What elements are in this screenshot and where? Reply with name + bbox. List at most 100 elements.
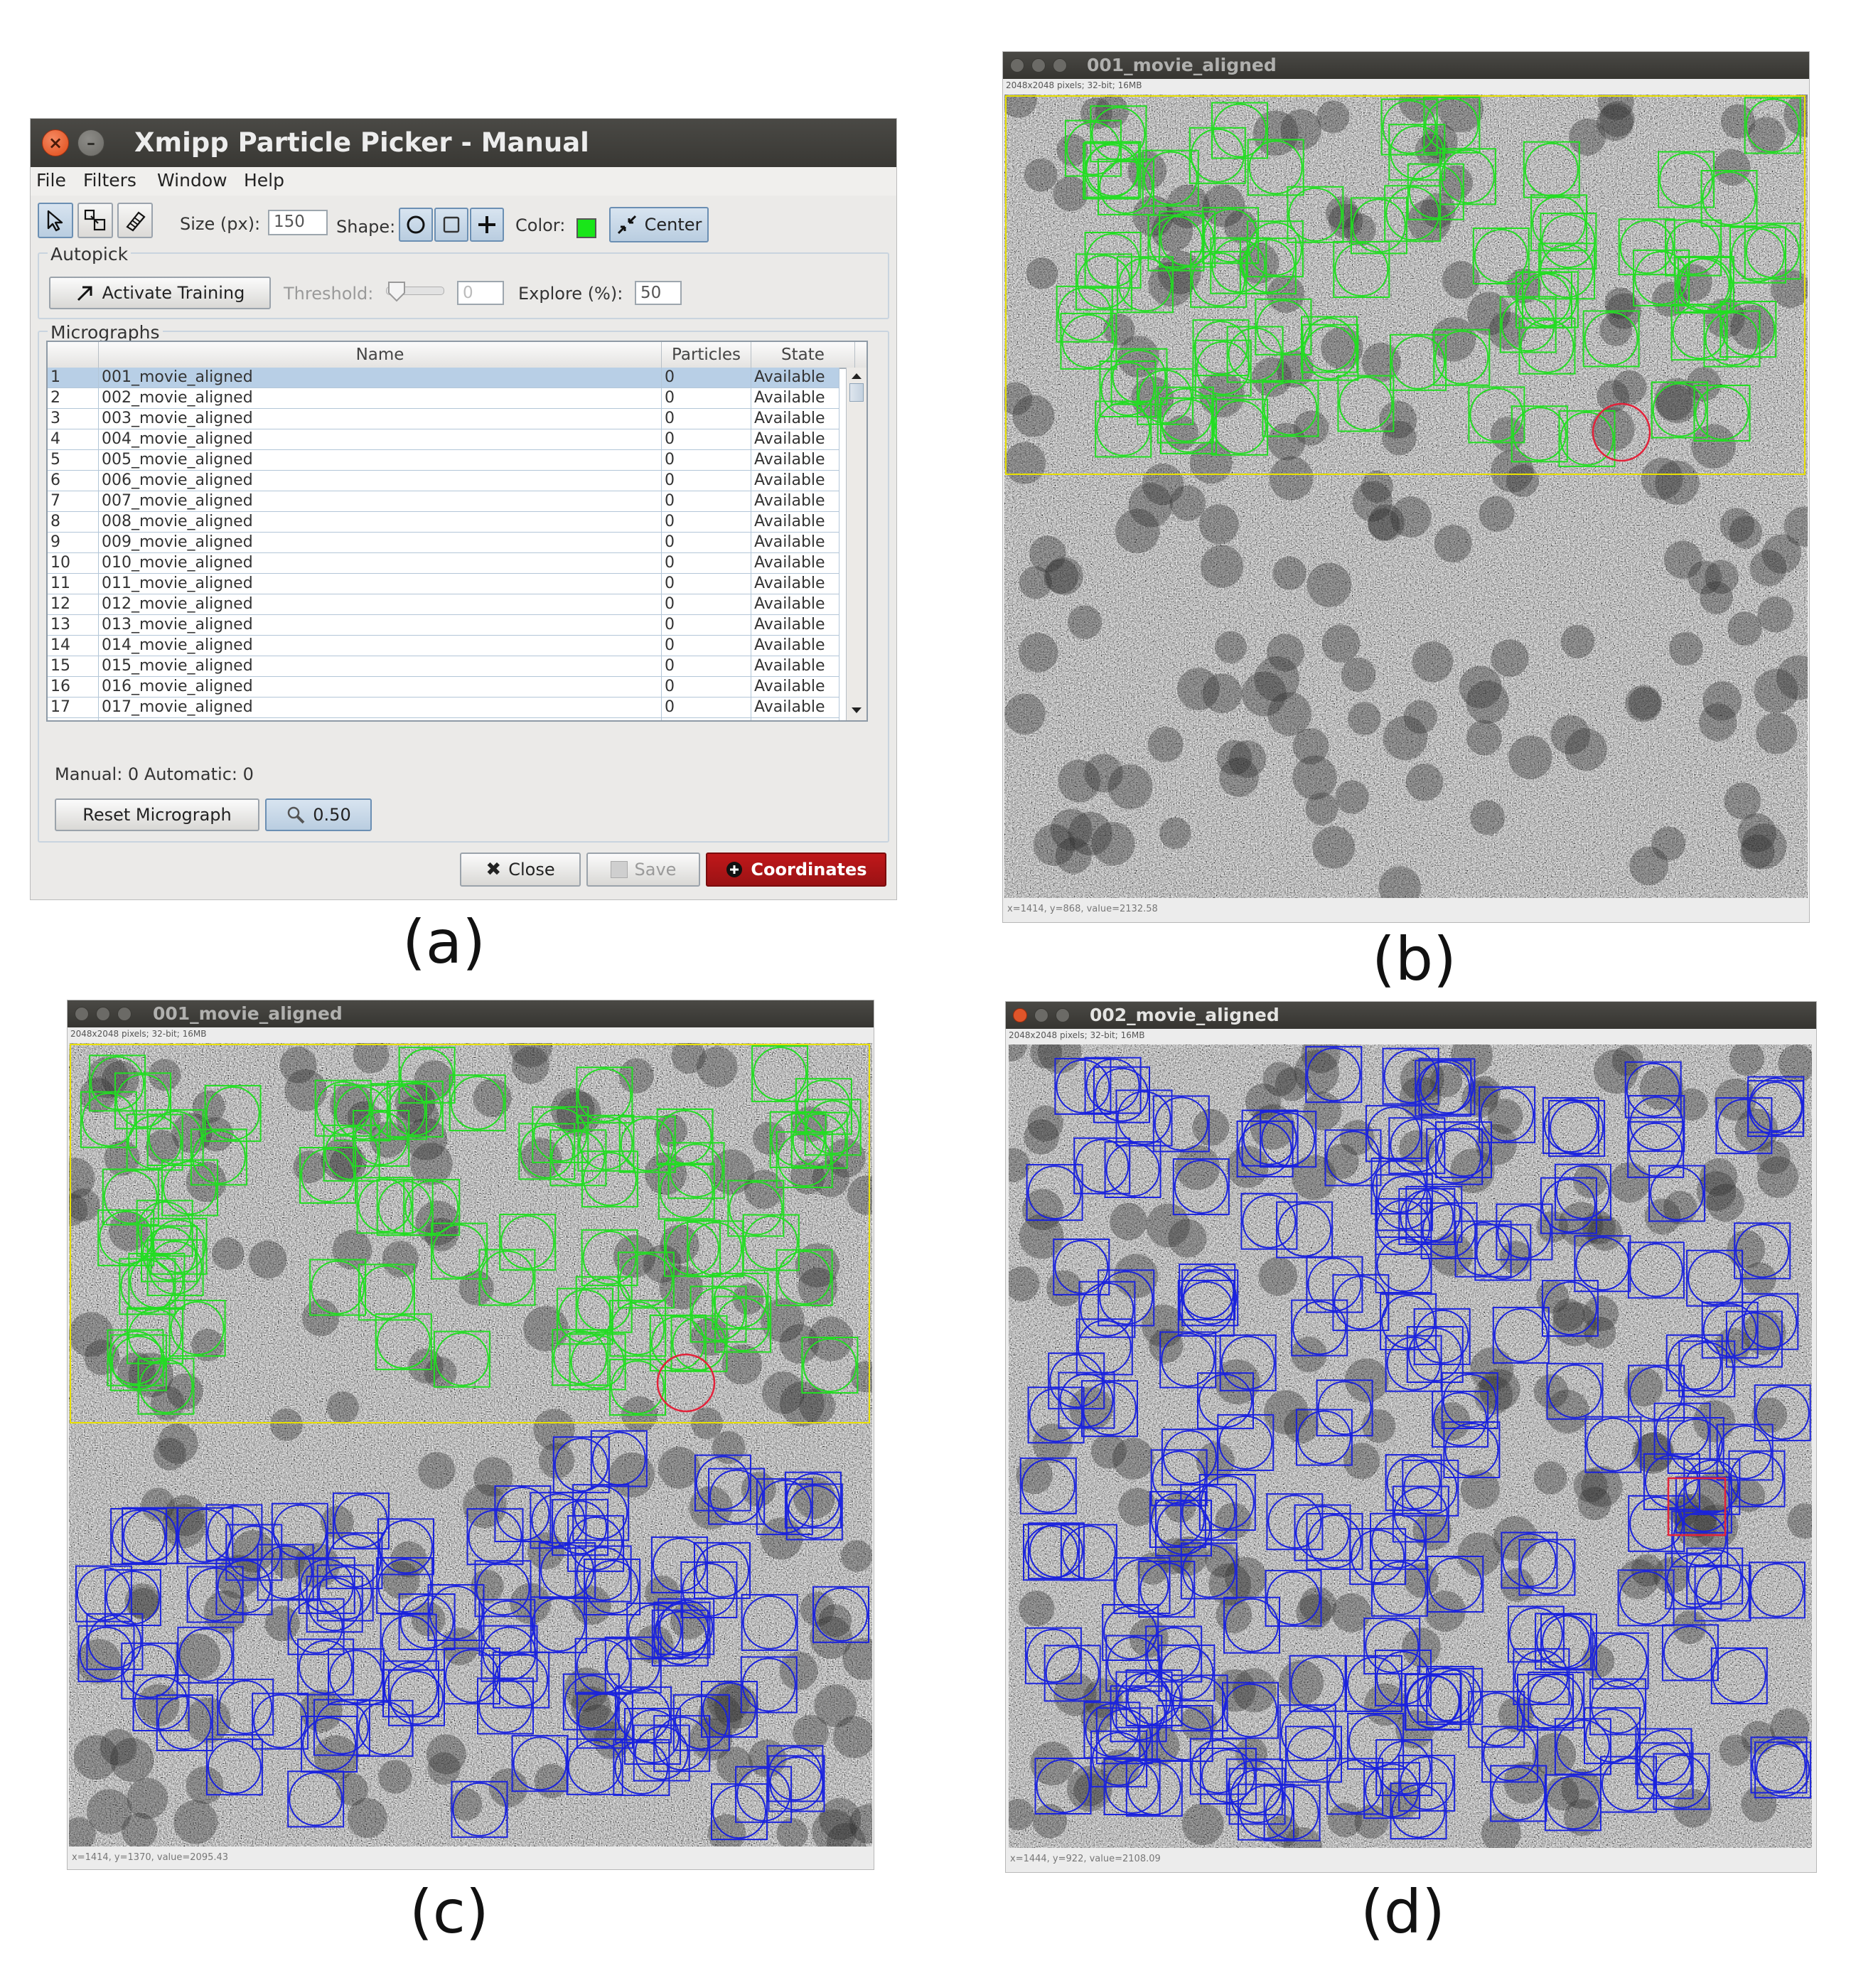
particle-box[interactable] — [656, 1108, 714, 1165]
table-row[interactable]: 15 015_movie_aligned 0 Available — [48, 656, 839, 677]
particle-box[interactable] — [1075, 253, 1132, 311]
particle-box[interactable] — [382, 1660, 439, 1718]
particle-box[interactable] — [478, 1598, 536, 1656]
column-header-particles[interactable]: Particles — [662, 342, 751, 368]
particle-box[interactable] — [584, 1559, 641, 1615]
particle-box[interactable] — [252, 1692, 309, 1750]
particle-box[interactable] — [1385, 1454, 1442, 1512]
zoom-button[interactable]: 0.50 — [265, 798, 372, 831]
particle-box[interactable] — [427, 1584, 485, 1641]
particle-box[interactable] — [1479, 1086, 1536, 1143]
particle-box[interactable] — [567, 1514, 625, 1572]
particle-box[interactable] — [1192, 319, 1250, 377]
particle-box[interactable] — [356, 1177, 414, 1234]
particle-box[interactable] — [1375, 1236, 1432, 1293]
particle-box[interactable] — [1744, 97, 1801, 154]
particle-box[interactable] — [590, 1430, 648, 1487]
particle-box[interactable] — [1240, 1192, 1298, 1250]
particle-box[interactable] — [80, 1091, 137, 1148]
table-row[interactable]: 4 004_movie_aligned 0 Available — [48, 429, 839, 450]
particle-box[interactable] — [1499, 296, 1557, 353]
particle-box[interactable] — [1159, 210, 1216, 268]
menu-filters[interactable]: Filters — [83, 170, 136, 191]
particle-box[interactable] — [205, 1738, 263, 1796]
table-row[interactable]: 5 005_movie_aligned 0 Available — [48, 450, 839, 471]
particle-box[interactable] — [1750, 1736, 1808, 1794]
particle-box[interactable] — [1375, 1198, 1432, 1256]
particle-box[interactable] — [1180, 1542, 1238, 1600]
particle-box[interactable] — [581, 1229, 638, 1286]
particle-box[interactable] — [1199, 1748, 1257, 1805]
micrograph-image-d[interactable] — [1009, 1044, 1812, 1848]
particle-box[interactable] — [1285, 1726, 1342, 1783]
particle-box[interactable] — [190, 1128, 247, 1186]
particle-box[interactable] — [756, 1478, 813, 1536]
particle-box[interactable] — [494, 1485, 552, 1542]
particle-box[interactable] — [1426, 1667, 1484, 1725]
particle-box[interactable] — [377, 1518, 434, 1576]
particle-box[interactable] — [1643, 1453, 1700, 1510]
particle-box[interactable] — [499, 1214, 557, 1271]
table-row[interactable]: 1 001_movie_aligned 0 Available — [48, 368, 839, 388]
particle-box[interactable] — [569, 1333, 626, 1391]
particle-box[interactable] — [1754, 1741, 1812, 1799]
particle-box[interactable] — [1172, 1158, 1230, 1216]
particle-box[interactable] — [451, 1780, 508, 1838]
table-row[interactable]: 9 009_movie_aligned 0 Available — [48, 533, 839, 553]
particle-box[interactable] — [1054, 1057, 1112, 1115]
particle-box[interactable] — [1546, 1362, 1604, 1420]
particle-box[interactable] — [1137, 368, 1194, 425]
particle-box[interactable] — [667, 1142, 725, 1199]
particle-box[interactable] — [1156, 1705, 1213, 1762]
particle-box[interactable] — [1592, 1632, 1649, 1689]
particle-box[interactable] — [1115, 1089, 1173, 1147]
particle-box[interactable] — [1189, 1738, 1247, 1795]
particle-box[interactable] — [1747, 1080, 1804, 1138]
particle-box[interactable] — [552, 1329, 609, 1386]
particle-box[interactable] — [1435, 1121, 1492, 1179]
particle-box[interactable] — [1384, 185, 1442, 242]
resize-tool-button[interactable] — [77, 203, 113, 238]
particle-box[interactable] — [518, 1123, 576, 1180]
particle-box[interactable] — [1490, 1765, 1547, 1822]
maximize-dot-d[interactable] — [1056, 1008, 1070, 1022]
particle-box[interactable] — [1110, 348, 1168, 405]
particle-box[interactable] — [313, 1699, 370, 1756]
particle-box[interactable] — [1375, 1739, 1433, 1796]
particle-box[interactable] — [110, 1508, 168, 1565]
particle-box[interactable] — [530, 1596, 587, 1654]
particle-box[interactable] — [615, 1686, 672, 1743]
particle-box[interactable] — [97, 1209, 155, 1266]
particle-box[interactable] — [309, 1258, 367, 1316]
particle-box[interactable] — [1177, 1279, 1235, 1337]
particle-box[interactable] — [1306, 1256, 1363, 1313]
color-swatch[interactable] — [576, 218, 596, 238]
particle-box[interactable] — [215, 1558, 273, 1615]
menu-help[interactable]: Help — [244, 170, 284, 191]
particle-box[interactable] — [1155, 1500, 1212, 1557]
scroll-up-icon[interactable] — [849, 370, 864, 382]
particle-box[interactable] — [353, 1110, 410, 1167]
particle-box[interactable] — [1380, 98, 1438, 156]
particle-box[interactable] — [316, 1564, 374, 1622]
particle-box[interactable] — [784, 1471, 842, 1529]
particle-box[interactable] — [575, 1276, 633, 1333]
particle-box[interactable] — [306, 1576, 363, 1633]
particle-box[interactable] — [1748, 1561, 1806, 1619]
column-header-state[interactable]: State — [751, 342, 855, 368]
shape-square-button[interactable] — [434, 208, 468, 242]
particle-box[interactable] — [1260, 1111, 1317, 1168]
particle-box[interactable] — [1582, 310, 1640, 368]
table-row[interactable]: 11 011_movie_aligned 0 Available — [48, 574, 839, 594]
particle-box[interactable] — [1316, 1379, 1373, 1437]
particle-box[interactable] — [177, 1626, 235, 1684]
particle-box[interactable] — [1427, 1556, 1484, 1613]
particle-box[interactable] — [785, 1483, 843, 1541]
reset-micrograph-button[interactable]: Reset Micrograph — [55, 798, 259, 831]
particle-box[interactable] — [1554, 1163, 1611, 1221]
particle-box[interactable] — [1382, 1047, 1439, 1105]
particle-box[interactable] — [478, 1249, 536, 1306]
particle-box[interactable] — [141, 1225, 198, 1283]
particle-box[interactable] — [1346, 1655, 1402, 1712]
